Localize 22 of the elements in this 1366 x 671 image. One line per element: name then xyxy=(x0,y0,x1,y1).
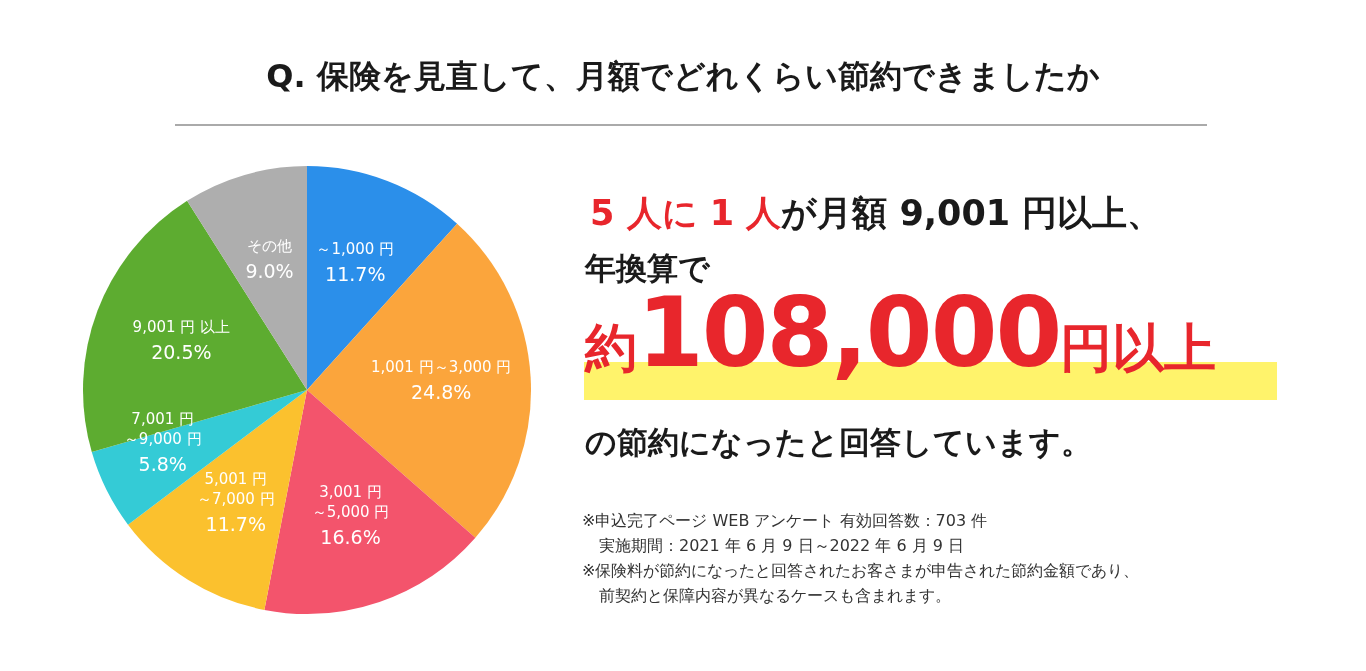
data-label: 11.7% xyxy=(325,263,386,286)
slice-label: 5,001 円～7,000 円 xyxy=(196,469,275,508)
data-label: 11.7% xyxy=(205,512,266,535)
data-label: 16.6% xyxy=(320,526,381,549)
slice-label: 9,001 円 以上 xyxy=(132,318,231,337)
slice-label: ～1,000 円 xyxy=(316,240,395,259)
data-label: 20.5% xyxy=(151,341,212,364)
text: が月額 9,001 円以上、 xyxy=(781,193,1163,233)
slice-label: 3,001 円～5,000 円 xyxy=(311,483,390,522)
text: ※申込完了ページ WEB アンケート 有効回答数：703 件 xyxy=(582,510,989,532)
data-label: 5.8% xyxy=(138,452,187,475)
slice-label: 7,001 円～9,000 円 xyxy=(123,409,202,448)
text: 5 人に 1 人 xyxy=(590,193,782,233)
text: 前契約と保障内容が異なるケースも含まれます。 xyxy=(598,585,952,607)
text: の節約になったと回答しています。 xyxy=(585,423,1092,462)
data-label: 24.8% xyxy=(410,381,472,404)
slice-label: その他 xyxy=(247,236,293,255)
data-label: 9.0% xyxy=(245,259,294,282)
text: ※保険料が節約になったと回答されたお客さまが申告された節約金額であり、 xyxy=(582,560,1140,582)
slice-label: 1,001 円～3,000 円 xyxy=(370,358,512,377)
text: 実施期間：2021 年 6 月 9 日～2022 年 6 月 9 日 xyxy=(598,535,965,557)
text: Q. 保険を見直して、月額でどれくらい節約できましたか xyxy=(265,56,1101,97)
